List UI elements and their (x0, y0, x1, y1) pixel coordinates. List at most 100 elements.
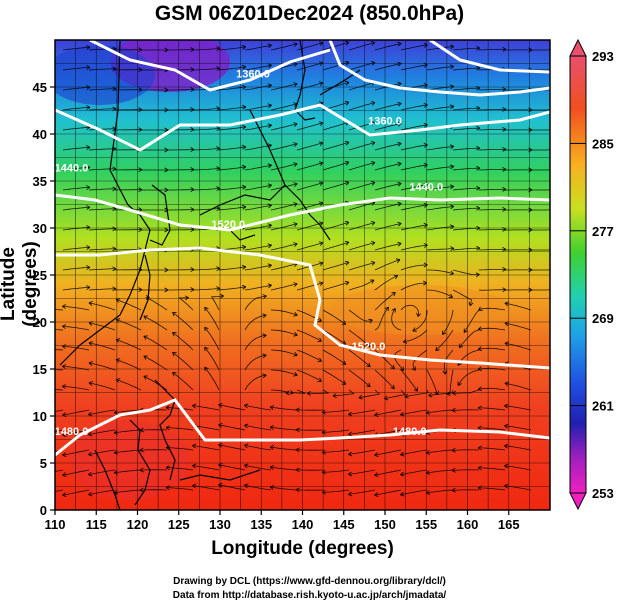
streamline (426, 206, 454, 211)
streamline (88, 268, 117, 271)
streamline (204, 366, 220, 391)
streamline-arrowhead (192, 483, 197, 489)
streamline-arrowhead (62, 304, 67, 309)
streamline-arrowhead (143, 375, 148, 380)
streamline-arrowhead (218, 403, 223, 408)
streamline (192, 108, 220, 111)
streamline (348, 309, 373, 322)
streamline-arrowhead (477, 465, 482, 471)
streamline-arrowhead (293, 42, 298, 47)
streamline (504, 465, 532, 471)
streamline (88, 48, 117, 51)
streamline (400, 469, 428, 476)
streamline (412, 310, 428, 332)
streamline-arrowhead (341, 380, 347, 385)
streamline-arrowhead (425, 470, 431, 475)
streamline (218, 166, 246, 171)
streamline-arrowhead (317, 357, 322, 362)
streamline (348, 469, 376, 475)
streamline-arrowhead (555, 268, 559, 272)
streamline (55, 429, 64, 432)
streamline (348, 489, 376, 495)
streamline (374, 449, 402, 456)
streamline (218, 424, 246, 431)
streamline (322, 221, 350, 231)
streamline-arrowhead (112, 186, 117, 192)
streamline-arrowhead (348, 451, 353, 457)
streamline (192, 268, 220, 271)
x-tick-label: 115 (86, 517, 107, 532)
streamline (295, 429, 324, 431)
streamline-arrowhead (366, 362, 371, 368)
streamline (270, 183, 298, 191)
streamline-arrowhead (348, 491, 353, 497)
streamline (435, 329, 454, 351)
streamline (322, 161, 350, 171)
streamline-arrowhead (115, 318, 121, 323)
streamline (478, 347, 506, 351)
streamline (270, 43, 298, 51)
streamline-arrowhead (262, 373, 267, 379)
streamline-arrowhead (449, 84, 455, 90)
streamline-arrowhead (555, 168, 559, 172)
contour-label: 1360.0 (236, 69, 270, 81)
streamline (143, 355, 168, 371)
streamline-arrowhead (476, 225, 481, 231)
streamline (478, 248, 506, 251)
streamline (348, 369, 371, 388)
streamline (192, 128, 220, 131)
streamline-arrowhead (448, 293, 454, 298)
streamline (244, 64, 272, 71)
streamline-arrowhead (88, 491, 93, 497)
streamline (348, 82, 376, 91)
streamline (478, 367, 506, 371)
streamline (457, 369, 480, 386)
streamline-arrowhead (204, 366, 209, 372)
streamline-arrowhead (165, 405, 170, 411)
streamline (400, 244, 428, 251)
streamline (446, 369, 454, 395)
streamline (374, 259, 401, 271)
streamline-arrowhead (86, 185, 91, 190)
streamline-arrowhead (317, 317, 322, 322)
streamline-arrowhead (172, 352, 177, 357)
streamline-arrowhead (449, 270, 454, 276)
streamline (478, 407, 506, 411)
streamline (55, 489, 64, 492)
streamline-arrowhead (463, 328, 468, 333)
streamline (244, 484, 272, 491)
x-tick-label: 155 (415, 517, 437, 532)
streamline-arrowhead (295, 427, 300, 433)
streamline-arrowhead (241, 64, 247, 70)
streamline-arrowhead (36, 308, 40, 312)
streamline-arrowhead (112, 206, 117, 212)
streamline-arrowhead (391, 292, 396, 297)
streamline (62, 246, 90, 251)
streamline (348, 349, 371, 368)
y-tick-label: 5 (40, 456, 47, 471)
streamline-arrowhead (293, 351, 298, 357)
streamline-arrowhead (370, 61, 376, 66)
streamline-arrowhead (267, 83, 272, 89)
streamline-arrowhead (555, 248, 559, 252)
streamline-arrowhead (321, 429, 326, 435)
streamline (178, 297, 194, 311)
streamline-arrowhead (241, 184, 247, 190)
streamline (270, 349, 298, 356)
streamline-arrowhead (449, 204, 455, 210)
contour-labels: 1360.0 1360.0 1440.0 1440.0 1520.0 1520.0 1480… (55, 69, 443, 438)
streamline (62, 66, 90, 71)
streamline (192, 148, 220, 151)
streamline (374, 469, 402, 476)
streamline-arrowhead (267, 103, 272, 109)
streamline (88, 208, 117, 211)
streamline-arrowhead (477, 485, 482, 491)
streamline (452, 227, 480, 231)
streamline-arrowhead (555, 288, 559, 292)
streamline (374, 63, 402, 71)
streamline (478, 188, 506, 191)
streamline-arrowhead (400, 471, 405, 477)
streamline (88, 322, 116, 331)
streamline-arrowhead (88, 471, 93, 477)
streamline (478, 387, 506, 391)
